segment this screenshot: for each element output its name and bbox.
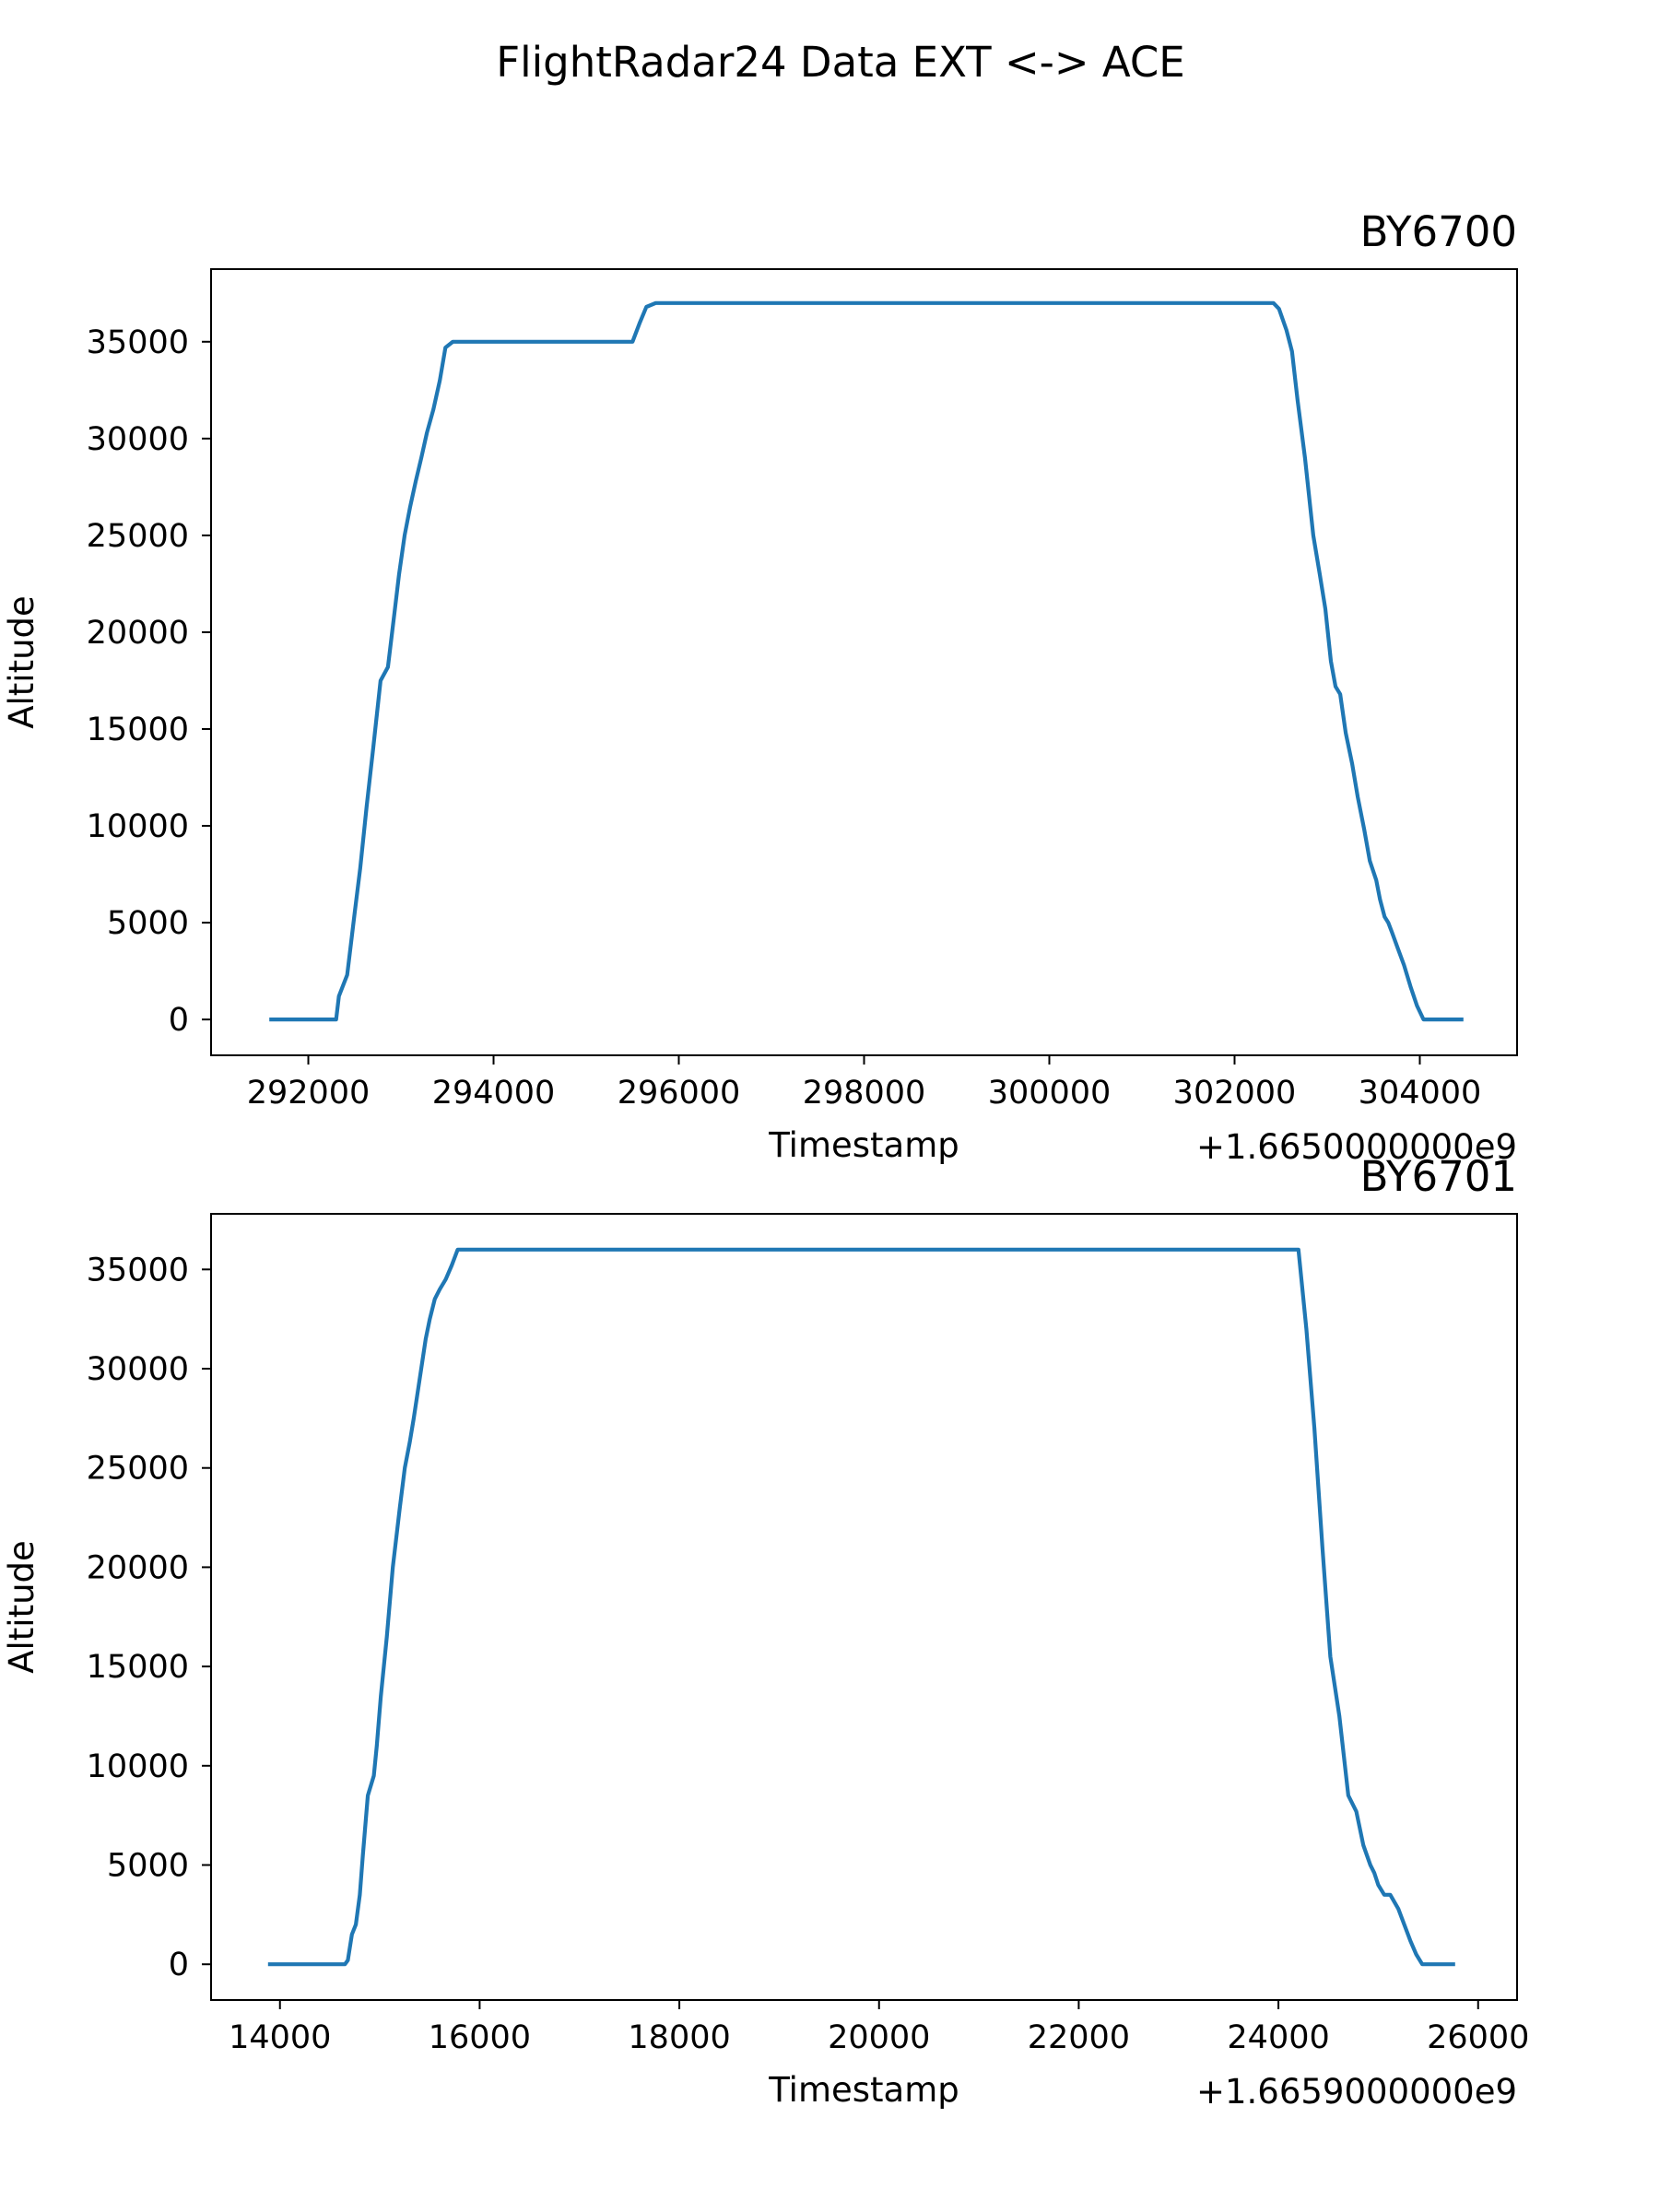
subplot-1: 292000 294000 296000 298000 300000 302000 3040… [2,207,1518,1167]
series-line-1 [269,300,1464,1022]
y-tick-label: 5000 [107,905,189,942]
y-tick-label: 15000 [87,1649,189,1686]
x-tick-label: 22000 [1028,2019,1130,2056]
x-tick-label: 292000 [247,1075,371,1112]
y-tick-label: 20000 [87,1549,189,1586]
y-tick-label: 25000 [87,1451,189,1488]
x-tick-label: 14000 [229,2019,331,2056]
x-tick-label: 16000 [429,2019,531,2056]
x-tick-label: 26000 [1427,2019,1529,2056]
x-axis-label: Timestamp [768,1125,959,1165]
subplot-title: BY6700 [1360,207,1517,256]
x-tick-label: 24000 [1227,2019,1329,2056]
subplot-2: 14000 16000 18000 20000 22000 24000 26000 0 5000… [2,1152,1529,2112]
y-tick-label: 20000 [87,615,189,652]
y-axis-label: Altitude [2,595,41,729]
x-tick-label: 18000 [628,2019,730,2056]
y-tick-label: 5000 [107,1848,189,1885]
x-tick-label: 296000 [618,1075,741,1112]
series-line-1 [267,1247,1455,1967]
x-tick-label: 294000 [432,1075,556,1112]
figure-suptitle: FlightRadar24 Data EXT <-> ACE [496,38,1185,87]
y-tick-label: 30000 [87,421,189,458]
subplots: 292000 294000 296000 298000 300000 302000 3040… [2,207,1529,2112]
y-tick-label: 35000 [87,1252,189,1288]
y-tick-label: 30000 [87,1351,189,1388]
y-tick-label: 25000 [87,518,189,555]
x-tick-label: 300000 [988,1075,1112,1112]
y-axis-label: Altitude [2,1540,41,1674]
y-tick-label: 0 [169,1002,189,1039]
x-axis-offset-label: +1.6650000000e9 [1196,1127,1517,1167]
axes-frame [210,1213,1518,2001]
subplot-title: BY6701 [1360,1152,1517,1201]
x-tick-label: 304000 [1359,1075,1482,1112]
x-tick-label: 20000 [828,2019,930,2056]
x-tick-label: 302000 [1173,1075,1297,1112]
x-axis-offset-label: +1.6659000000e9 [1196,2072,1517,2112]
y-tick-label: 0 [169,1947,189,1983]
y-tick-label: 10000 [87,1748,189,1785]
y-tick-label: 35000 [87,324,189,361]
y-tick-label: 15000 [87,712,189,748]
x-axis-label: Timestamp [768,2070,959,2110]
x-tick-label: 298000 [803,1075,926,1112]
y-tick-label: 10000 [87,808,189,845]
